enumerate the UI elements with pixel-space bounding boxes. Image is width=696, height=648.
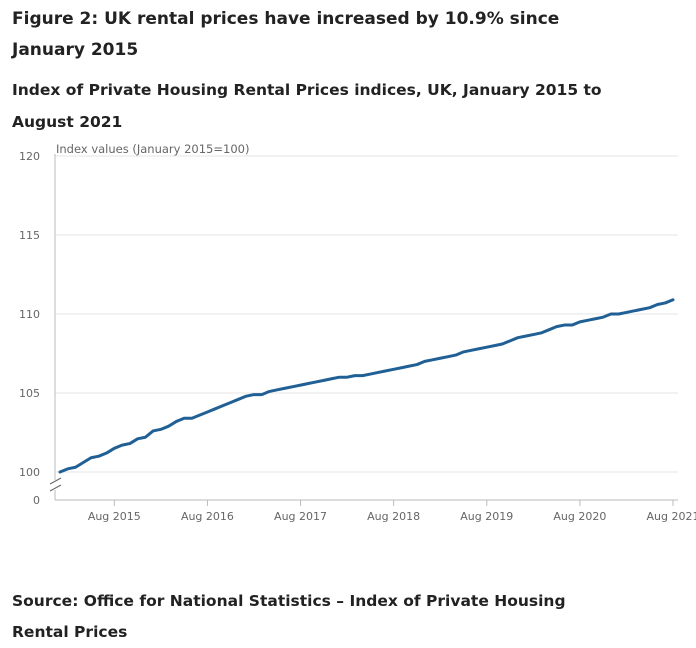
x-tick-label: Aug 2015: [88, 510, 141, 523]
x-tick-label: Aug 2017: [274, 510, 327, 523]
source-note: Source: Office for National Statistics –…: [12, 592, 566, 641]
figure-title: Figure 2: UK rental prices have increase…: [12, 9, 560, 60]
x-tick-label: Aug 2016: [181, 510, 234, 523]
y-tick-label: 120: [19, 150, 40, 163]
y-tick-label: 100: [19, 466, 40, 479]
gridlines: [55, 155, 678, 473]
y-tick-label: 110: [19, 308, 40, 321]
y-zero-label: 0: [33, 494, 40, 507]
axis-break-mark: [49, 477, 62, 485]
axes: 120 115 110 105 100 0 Aug 2015 Aug 2016 Aug 2017…: [19, 150, 696, 523]
figure-subtitle: Index of Private Housing Rental Prices i…: [12, 81, 602, 131]
x-tick-label: Aug 2020: [553, 510, 606, 523]
axis-break-mark: [49, 484, 62, 492]
series-line: [58, 298, 675, 474]
x-tick-label: Aug 2021: [647, 510, 696, 523]
x-tick-label: Aug 2018: [367, 510, 420, 523]
x-tick-label: Aug 2019: [460, 510, 513, 523]
y-tick-label: 105: [19, 387, 40, 400]
y-axis-label: Index values (January 2015=100): [56, 142, 249, 156]
y-tick-label: 115: [19, 229, 40, 242]
series-layer: [58, 298, 675, 474]
line-chart: 120 115 110 105 100 0 Aug 2015 Aug 2016 Aug 2017…: [19, 142, 696, 523]
